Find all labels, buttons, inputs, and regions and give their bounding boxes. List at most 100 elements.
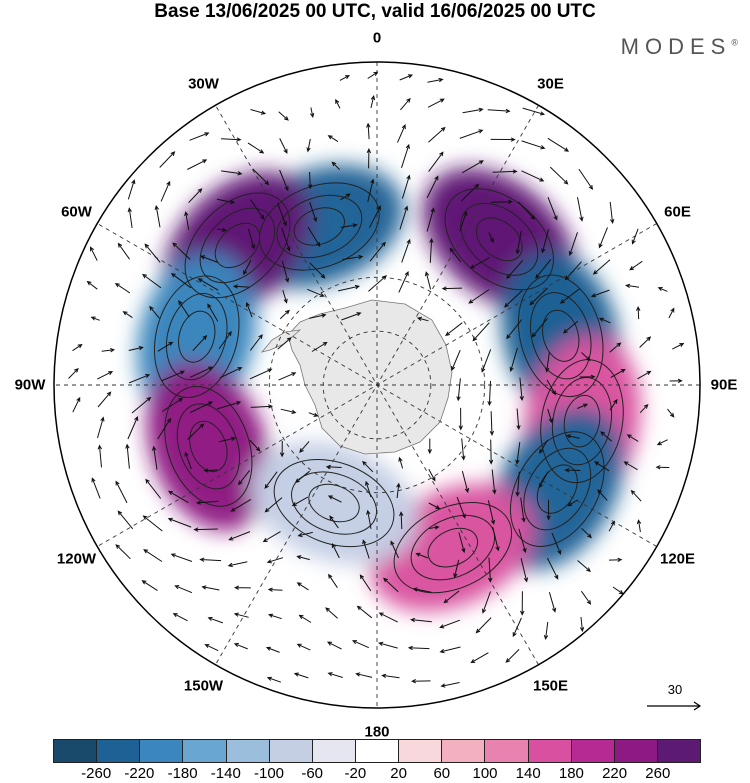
colorbar-swatch [97,740,141,762]
wind-arrow [475,617,492,634]
anomaly-contour [146,361,271,532]
wind-arrow [131,396,152,414]
isoline [293,207,345,246]
colorbar-tick-label: -140 [210,765,241,782]
wind-arrow [515,442,521,465]
wind-arrow [564,261,582,281]
longitude-label-120w: 120W [56,550,97,567]
wind-arrow [672,342,685,350]
wind-arrow [187,423,205,440]
wind-arrow [636,305,641,320]
wind-arrow [172,242,191,260]
wind-arrow [325,464,342,470]
isoline [178,310,216,363]
wind-arrow [218,436,237,443]
isoline [199,207,276,284]
wind-arrow [521,140,546,150]
wind-arrow [367,178,375,202]
wind-arrow [188,188,203,204]
wind-arrow [280,408,297,414]
wind-arrow [190,401,214,413]
wind-arrow [567,499,578,507]
colorbar-tick-label: 140 [515,765,541,782]
wind-arrow [174,585,193,594]
wind-arrow [117,242,131,260]
colorbar-tick-label: -220 [124,765,155,782]
wind-arrow [178,300,190,318]
wind-arrow [296,643,311,651]
isoline [164,385,253,507]
wind-arrow [117,510,134,530]
isoline [444,188,554,291]
colorbar-tick-label: -100 [253,765,285,782]
wind-arrow [369,241,386,262]
wind-arrow [232,284,249,289]
wind-arrow [378,612,398,623]
wind-arrow [362,539,370,559]
colorbar-swatch [54,740,98,762]
longitude-label-90w: 90W [14,376,46,394]
wind-arrow [461,160,484,174]
wind-arrow [264,471,278,490]
wind-arrow [141,580,158,592]
wind-arrow [623,461,638,471]
wind-arrow [266,676,282,683]
wind-arrow [426,175,439,199]
wind-arrow [592,259,611,275]
colorbar-tick-label: 220 [602,765,628,782]
reference-vector-label: 30 [667,682,683,697]
wind-arrow [639,403,649,414]
wind-arrow [459,129,484,139]
wind-arrow [327,672,343,678]
wind-arrow [519,377,524,402]
wind-arrow [366,509,372,529]
wind-arrow [609,398,618,411]
wind-arrow [296,582,309,591]
wind-arrow [506,319,523,340]
wind-arrow [249,439,261,452]
wind-arrow [97,444,103,468]
longitude-label-90e: 90E [710,376,738,394]
wind-arrow [341,312,362,321]
isoline [153,275,240,398]
colorbar-tick-label: -60 [301,765,324,782]
isoline [529,292,592,380]
wind-arrow [195,500,219,505]
wind-arrow [655,465,670,470]
wind-arrow [262,531,281,543]
graticule [54,62,700,708]
wind-arrow [545,352,550,373]
wind-arrow [487,380,492,407]
isoline [517,274,604,398]
wind-arrow [311,341,328,352]
wind-arrow [250,199,265,220]
longitude-label-0: 0 [372,29,382,47]
wind-arrow [161,397,184,412]
wind-arrow [460,183,480,202]
wind-arrow [355,672,373,678]
wind-arrow [429,525,440,530]
colorbar-swatch [140,740,184,762]
isoline [258,182,380,271]
wind-arrow [547,197,558,221]
wind-arrow [325,607,338,619]
wind-arrow [167,517,192,528]
colorbar-swatch [399,740,443,762]
colorbar-swatch [571,740,615,762]
wind-arrow [365,480,372,498]
wind-arrow [458,532,466,554]
wind-arrow [428,126,446,143]
wind-arrow [154,204,161,228]
wind-arrow [453,559,460,579]
isoline [184,192,291,299]
wind-arrow [306,138,311,153]
isoline [427,527,479,568]
colorbar-swatch [614,740,658,762]
wind-arrow [277,337,292,350]
wind-arrow [307,226,321,248]
wind-arrow [506,259,524,280]
wind-arrow [200,255,218,263]
wind-arrow [157,417,172,440]
wind-arrow [492,169,518,174]
wind-arrow [637,370,652,380]
